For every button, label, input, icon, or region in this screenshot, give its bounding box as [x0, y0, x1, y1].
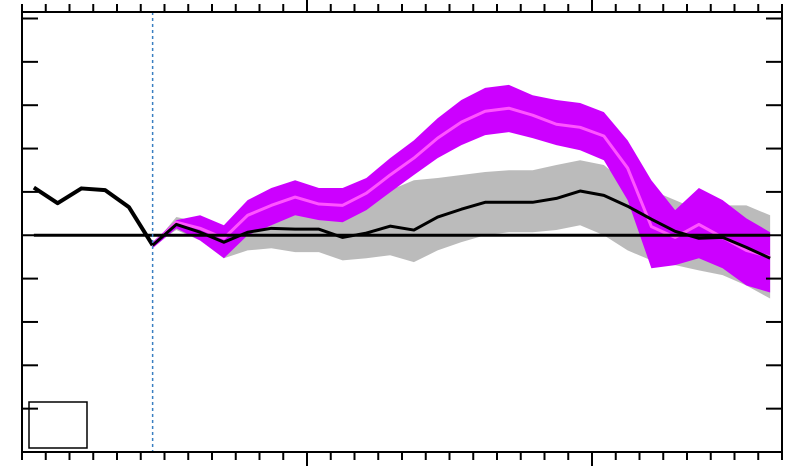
- legend-box: [28, 401, 88, 449]
- series-line: [32, 185, 155, 247]
- series-line: [151, 189, 771, 260]
- uncertainty-band: [152, 84, 771, 293]
- uncertainty-band: [152, 160, 771, 299]
